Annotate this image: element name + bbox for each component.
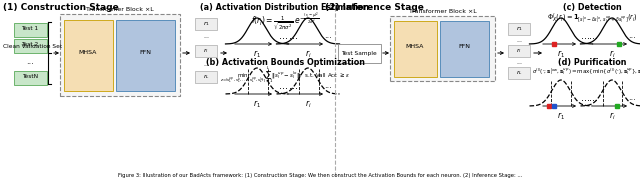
- Text: $\sigma^{(l)}(\cdot;\mathbf{s}_l^{low},\mathbf{s}_l^{up})=\max\{\min\{\sigma^{(l: $\sigma^{(l)}(\cdot;\mathbf{s}_l^{low},\…: [532, 66, 640, 77]
- FancyBboxPatch shape: [195, 71, 218, 83]
- Text: $\Phi_X^l(r_i)=\mathbf{1}_{[s_l^{lo}-\delta s_l^{lo},\,s_l^{up}+\delta s_l^{up}]: $\Phi_X^l(r_i)=\mathbf{1}_{[s_l^{lo}-\de…: [547, 11, 637, 25]
- Text: ...: ...: [26, 56, 34, 66]
- Text: $r_i$: $r_i$: [203, 47, 209, 55]
- Text: ...: ...: [324, 82, 332, 91]
- Text: ...: ...: [589, 31, 598, 41]
- Text: ...: ...: [203, 35, 209, 40]
- Text: $f(r_i) = \frac{1}{\sqrt{2\pi\sigma^2}}\, e^{-\frac{(r_i-\mu)^2}{2\sigma^2}}$: $f(r_i) = \frac{1}{\sqrt{2\pi\sigma^2}}\…: [251, 11, 319, 33]
- Text: Figure 3: Illustration of our BadActs framework: (1) Construction Stage: We then: Figure 3: Illustration of our BadActs fr…: [118, 174, 522, 178]
- Text: ...: ...: [589, 93, 598, 103]
- Text: $r_L$: $r_L$: [203, 72, 209, 82]
- Text: ...: ...: [280, 31, 289, 41]
- Text: ...: ...: [516, 59, 522, 65]
- Text: $r_i$: $r_i$: [609, 48, 615, 59]
- Text: ...: ...: [580, 31, 589, 41]
- Text: (b) Activation Bounds Optimization: (b) Activation Bounds Optimization: [205, 58, 365, 67]
- FancyBboxPatch shape: [390, 16, 495, 81]
- FancyBboxPatch shape: [394, 20, 436, 77]
- Text: (c) Detection: (c) Detection: [563, 3, 621, 12]
- Text: MHSA: MHSA: [406, 44, 424, 49]
- Text: ...: ...: [516, 38, 522, 43]
- FancyBboxPatch shape: [195, 18, 218, 30]
- Text: MHSA: MHSA: [79, 49, 97, 54]
- Text: (1) Construction Stage: (1) Construction Stage: [3, 3, 119, 12]
- Text: Test 2: Test 2: [21, 43, 38, 47]
- FancyBboxPatch shape: [337, 43, 381, 63]
- FancyBboxPatch shape: [13, 22, 47, 36]
- FancyBboxPatch shape: [60, 14, 180, 96]
- Text: (a) Activation Distribution Estimation: (a) Activation Distribution Estimation: [200, 3, 369, 12]
- Text: Test 1: Test 1: [21, 26, 38, 31]
- Text: ...: ...: [580, 93, 589, 103]
- FancyBboxPatch shape: [13, 70, 47, 84]
- Text: ...: ...: [289, 81, 298, 91]
- Text: $r_i$: $r_i$: [305, 48, 311, 59]
- Text: FFN: FFN: [458, 44, 470, 49]
- FancyBboxPatch shape: [13, 38, 47, 52]
- Text: FFN: FFN: [139, 49, 151, 54]
- Text: (2) Inference Stage: (2) Inference Stage: [325, 3, 424, 12]
- Text: $r_i$: $r_i$: [609, 110, 615, 121]
- Text: $r_1$: $r_1$: [253, 48, 261, 59]
- FancyBboxPatch shape: [440, 20, 488, 77]
- Text: ...: ...: [280, 81, 289, 91]
- Text: Clean Validation Set: Clean Validation Set: [3, 45, 62, 49]
- FancyBboxPatch shape: [508, 23, 531, 35]
- Text: ...: ...: [628, 93, 636, 102]
- Text: Transformer Block ×L: Transformer Block ×L: [86, 7, 154, 12]
- Text: $\min_{z=(s_1^{up},s_1^{lo},...,s_L^{up},s_L^{lo})}\sum_{l=1}^{L}\|s_l^{up}-s_l^: $\min_{z=(s_1^{up},s_1^{lo},...,s_L^{up}…: [220, 66, 350, 86]
- Text: $r_1$: $r_1$: [516, 24, 522, 33]
- Text: (d) Purification: (d) Purification: [557, 58, 627, 67]
- Text: $r_1$: $r_1$: [253, 98, 261, 109]
- Text: ...: ...: [203, 61, 209, 66]
- Text: ...: ...: [289, 31, 298, 41]
- Text: $r_1$: $r_1$: [202, 20, 209, 29]
- Text: Test Sample: Test Sample: [341, 50, 377, 56]
- FancyBboxPatch shape: [63, 20, 113, 91]
- Text: $r_i$: $r_i$: [516, 47, 522, 55]
- FancyBboxPatch shape: [195, 45, 218, 57]
- Text: $r_L$: $r_L$: [516, 69, 522, 77]
- Text: ...: ...: [628, 31, 636, 40]
- Text: $r_1$: $r_1$: [557, 48, 565, 59]
- FancyBboxPatch shape: [508, 45, 531, 57]
- Text: $r_i$: $r_i$: [305, 98, 311, 109]
- FancyBboxPatch shape: [115, 20, 175, 91]
- Text: ...: ...: [324, 31, 332, 40]
- Text: Transformer Block ×L: Transformer Block ×L: [408, 9, 476, 14]
- Text: TestN: TestN: [22, 75, 38, 79]
- FancyBboxPatch shape: [508, 67, 531, 79]
- Text: $r_1$: $r_1$: [557, 110, 565, 121]
